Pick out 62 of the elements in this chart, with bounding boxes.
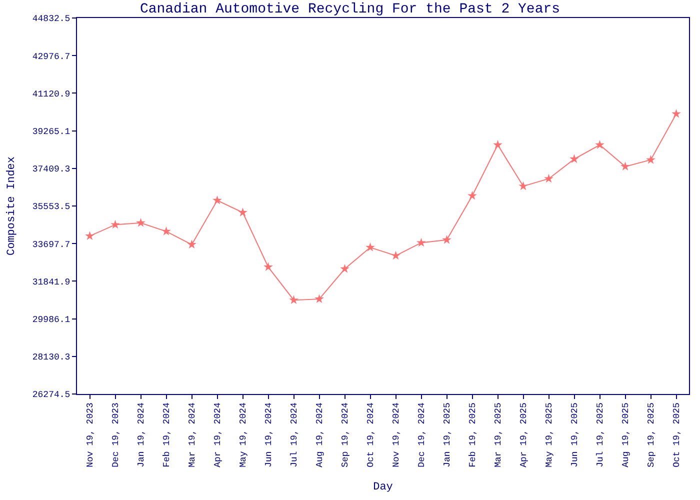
x-tick-label: Jan 19, 2024 — [136, 402, 147, 468]
x-tick-label: May 19, 2025 — [544, 402, 555, 468]
y-tick-label: 31841.9 — [32, 277, 70, 288]
point — [85, 231, 94, 240]
point — [493, 140, 502, 149]
x-tick-label: Feb 19, 2025 — [468, 402, 478, 468]
y-tick-label: 37409.3 — [32, 164, 70, 175]
point — [289, 295, 298, 304]
x-tick-label: Jun 19, 2025 — [570, 402, 580, 468]
x-tick-label: Oct 19, 2025 — [672, 402, 682, 468]
x-axis-title: Day — [373, 482, 394, 494]
y-tick-label: 29986.1 — [32, 314, 70, 325]
x-tick-label: May 19, 2024 — [238, 402, 249, 468]
x-tick-label: Jun 19, 2024 — [264, 402, 274, 468]
x-tick-label: Dec 19, 2024 — [417, 402, 428, 468]
point — [620, 162, 630, 171]
x-tick-label: Mar 19, 2025 — [494, 402, 504, 468]
x-tick-label: Sep 19, 2025 — [646, 402, 657, 468]
y-tick-label: 33697.7 — [32, 240, 70, 250]
x-tick-label: Jan 19, 2025 — [442, 402, 453, 468]
point — [595, 140, 604, 149]
y-tick-label: 28130.3 — [32, 352, 70, 363]
y-tick-label: 42976.7 — [32, 52, 70, 62]
y-tick-label: 35553.5 — [32, 202, 70, 212]
point — [442, 235, 452, 244]
point — [672, 108, 681, 118]
point — [110, 220, 120, 229]
x-tick-label: Dec 19, 2023 — [111, 402, 122, 468]
point — [136, 218, 146, 227]
x-tick-label: Jul 19, 2024 — [290, 402, 300, 468]
point — [416, 238, 426, 247]
y-axis-title: Composite Index — [6, 156, 18, 256]
point — [391, 250, 400, 260]
x-tick-label: Feb 19, 2024 — [162, 402, 172, 468]
point — [212, 196, 222, 204]
x-tick-label: Nov 19, 2023 — [86, 402, 96, 468]
x-tick-label: Jul 19, 2025 — [596, 402, 606, 468]
y-tick-label: 41120.9 — [32, 89, 70, 100]
point — [366, 242, 375, 252]
x-tick-label: Sep 19, 2024 — [340, 402, 351, 468]
y-tick-label: 39265.1 — [32, 126, 70, 137]
point — [264, 262, 273, 272]
point — [468, 190, 477, 200]
point — [646, 154, 656, 164]
y-tick-label: 44832.5 — [32, 14, 70, 24]
x-tick-label: Aug 19, 2024 — [315, 402, 326, 468]
x-tick-label: Aug 19, 2025 — [621, 402, 632, 468]
x-tick-label: Oct 19, 2024 — [366, 402, 376, 468]
y-tick-label: 26274.5 — [32, 390, 70, 400]
point — [544, 174, 554, 183]
point — [340, 264, 350, 273]
point — [314, 294, 324, 304]
point — [162, 226, 171, 236]
point — [518, 181, 528, 190]
point — [570, 154, 579, 164]
point — [187, 240, 196, 249]
x-tick-label: Mar 19, 2024 — [188, 402, 198, 468]
x-tick-label: Nov 19, 2024 — [392, 402, 402, 468]
x-tick-label: Apr 19, 2024 — [213, 402, 224, 468]
point — [238, 208, 248, 217]
chart-title: Canadian Automotive Recycling For the Past 2 Years — [140, 1, 560, 18]
x-tick-label: Apr 19, 2025 — [519, 402, 530, 468]
